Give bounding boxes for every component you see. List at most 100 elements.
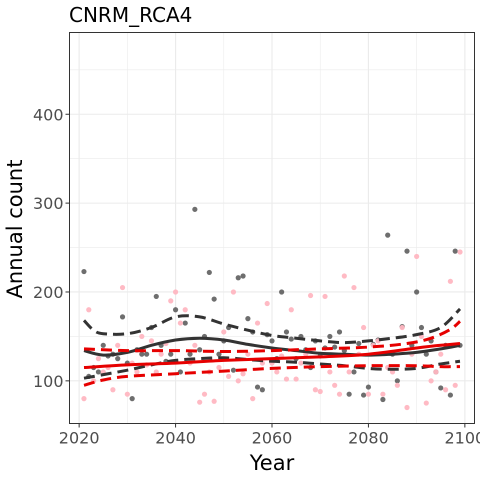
x-tick-label: 2080 <box>348 429 389 448</box>
data-point <box>418 324 425 331</box>
data-point <box>245 316 251 322</box>
data-point <box>423 351 429 357</box>
data-point <box>394 382 400 388</box>
x-tick-label: 2040 <box>155 429 196 448</box>
data-point <box>182 320 188 326</box>
data-point <box>438 351 444 357</box>
data-point <box>144 351 150 357</box>
x-axis-title: Year <box>249 451 295 475</box>
data-point <box>148 338 155 344</box>
data-point <box>307 292 314 299</box>
data-point <box>81 396 87 402</box>
data-point <box>274 369 280 375</box>
data-point <box>288 336 294 342</box>
x-tick-label: 2100 <box>444 429 480 448</box>
data-point <box>100 342 106 348</box>
data-point <box>298 360 304 366</box>
data-point <box>230 367 237 373</box>
y-axis-title: Annual count <box>3 160 27 299</box>
y-tick-label: 100 <box>33 372 64 391</box>
data-point <box>81 268 87 275</box>
data-point <box>139 333 145 340</box>
data-point <box>110 387 116 393</box>
axis-ticks: 2020 2040 2060 2080 2100 100 200 300 400 <box>33 105 480 447</box>
trend-line <box>83 336 461 357</box>
data-point <box>332 382 338 388</box>
data-point <box>177 369 183 375</box>
data-point <box>394 378 400 384</box>
data-point <box>414 289 420 295</box>
y-tick-label: 300 <box>33 194 64 213</box>
data-point <box>250 396 256 402</box>
data-point <box>428 378 434 384</box>
data-point <box>346 391 352 397</box>
data-point <box>95 356 102 362</box>
data-point <box>211 296 217 302</box>
data-point <box>254 384 261 390</box>
x-tick-label: 2060 <box>252 429 293 448</box>
data-point <box>211 398 217 404</box>
chart-title: CNRM_RCA4 <box>69 3 192 27</box>
data-point <box>197 399 203 405</box>
data-point <box>115 342 121 348</box>
data-point <box>259 387 265 393</box>
data-point <box>153 293 159 300</box>
data-point <box>365 391 372 397</box>
data-point <box>317 388 323 395</box>
data-point <box>399 324 405 331</box>
data-point <box>230 289 237 295</box>
data-point <box>404 248 410 254</box>
data-point <box>361 324 367 331</box>
data-point <box>447 392 453 398</box>
data-point <box>124 391 130 397</box>
data-point <box>438 385 444 391</box>
data-point <box>327 369 333 375</box>
data-point <box>442 387 449 393</box>
data-point <box>172 289 179 295</box>
data-point <box>361 392 367 398</box>
data-point <box>423 400 429 406</box>
confidence-line <box>83 356 461 380</box>
data-point <box>235 275 241 281</box>
x-tick-label: 2020 <box>59 429 100 448</box>
data-point <box>283 376 290 382</box>
data-point <box>158 351 164 357</box>
data-point <box>240 273 246 279</box>
data-point <box>129 396 135 402</box>
data-point <box>336 391 343 397</box>
data-point <box>197 347 203 353</box>
data-point <box>452 382 458 388</box>
trend-line <box>83 342 461 369</box>
data-point <box>365 384 372 390</box>
data-point <box>351 284 357 291</box>
confidence-line <box>83 320 461 354</box>
data-point <box>269 338 275 344</box>
data-point <box>95 369 102 375</box>
data-point <box>192 206 198 212</box>
data-point <box>139 351 145 357</box>
data-point <box>235 378 241 384</box>
data-point <box>245 351 251 357</box>
data-point <box>134 369 140 375</box>
data-point <box>457 249 463 255</box>
data-point <box>336 329 343 335</box>
data-point <box>221 329 227 335</box>
data-point <box>346 369 352 375</box>
y-tick-label: 400 <box>33 105 64 124</box>
data-point <box>433 369 439 375</box>
data-point <box>192 342 198 348</box>
data-point <box>182 307 188 313</box>
data-point <box>240 371 246 377</box>
data-point <box>206 269 212 276</box>
data-point <box>312 387 318 393</box>
y-tick-label: 200 <box>33 283 64 302</box>
data-point <box>201 391 208 397</box>
data-point <box>115 356 121 362</box>
data-point <box>119 314 126 320</box>
data-point <box>288 307 294 313</box>
data-point <box>380 396 386 403</box>
data-point <box>385 232 391 238</box>
data-point <box>86 307 92 313</box>
data-point <box>351 369 357 375</box>
